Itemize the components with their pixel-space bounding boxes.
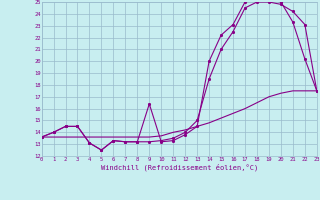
X-axis label: Windchill (Refroidissement éolien,°C): Windchill (Refroidissement éolien,°C) (100, 163, 258, 171)
